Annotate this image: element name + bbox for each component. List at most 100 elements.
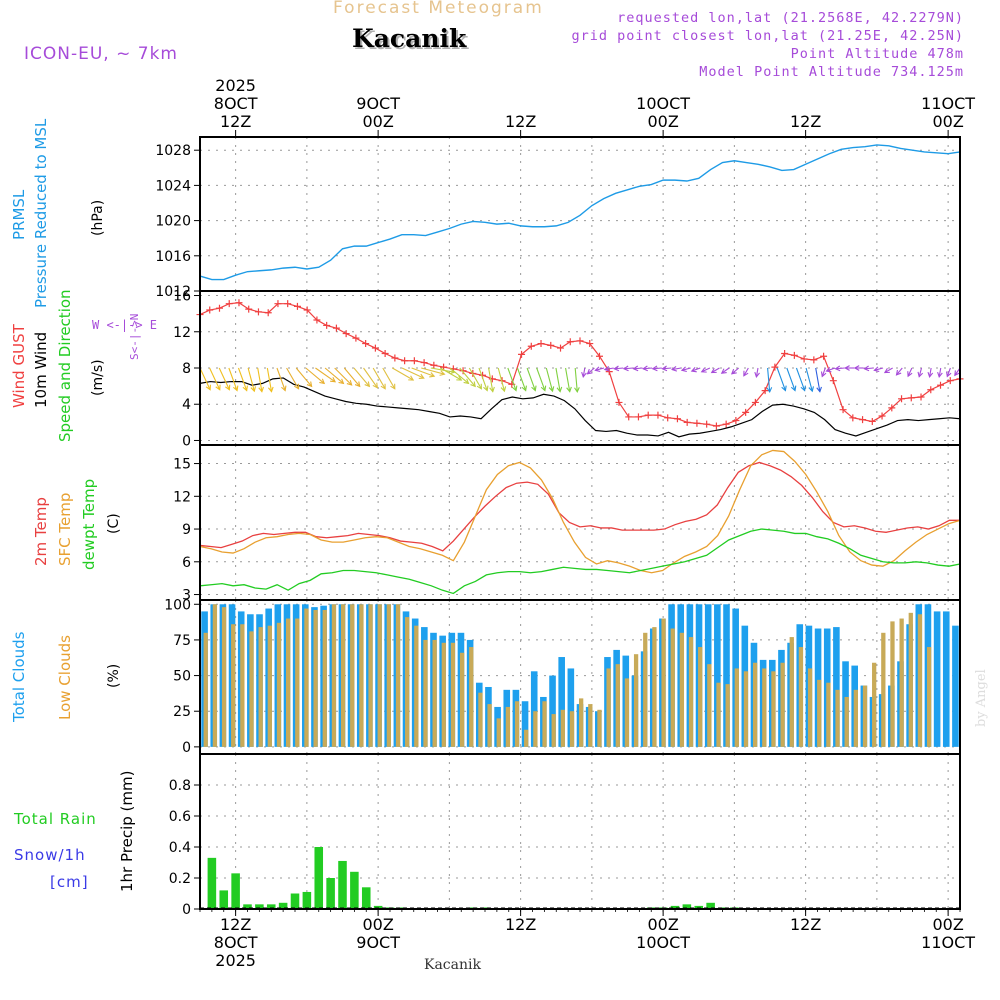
gust-marker [401,357,409,365]
wind-arrow [536,367,546,391]
dewpt-line [199,528,961,595]
low-clouds-bar [212,604,218,747]
wind-arrow [421,367,445,375]
wind-arrow [795,367,806,391]
low-clouds-bar [844,696,849,747]
rain-bar [207,857,217,909]
gust-marker [878,412,886,420]
total-clouds-bar [952,625,959,747]
t2m-line [199,461,960,552]
snow-unit: [cm] [50,873,89,891]
wind-arrow-head [954,370,960,377]
low-clouds-bar [807,668,813,747]
wind-arrow-head [346,380,353,386]
wind-arrow-head [511,385,518,392]
wind-arrow [372,367,386,390]
wind-arrow [218,367,230,390]
wind-arrow [711,367,720,373]
wind-arrow [767,367,771,392]
temperature-panel [194,444,961,601]
wind-arrow [363,367,378,388]
gust-marker [790,351,798,359]
gust-marker [820,352,828,360]
wind-arrow [247,367,255,392]
wind-arrow-head [540,385,547,392]
wind-arrow-head [418,373,425,380]
low-clouds-bar [688,637,694,747]
total-clouds-bar [521,701,529,747]
low-clouds-bar [359,604,364,747]
wind-arrow [276,367,286,391]
wind-arrow-head [408,375,415,381]
wind-arrow-head [671,366,678,372]
bottom-time-label: 8OCT [214,933,258,952]
bottom-time-label: 00Z [932,915,963,934]
low-clouds-bar [734,668,739,747]
gust-marker [664,414,672,422]
clouds-ytick-label: 50 [173,669,191,685]
low-clouds-bar [221,607,227,747]
gust-marker [849,414,857,422]
wind-arrow-head [354,381,361,388]
wind-arrow [672,367,682,371]
precip-ytick-label: 0.8 [169,778,191,794]
gust-marker [566,338,574,346]
low-clouds-bar [276,622,282,747]
low-clouds-bar [597,709,602,747]
rain-bar [231,873,240,909]
low-clouds-bar [661,618,666,747]
low-clouds-bar [386,604,392,747]
gust-marker [215,304,223,312]
pressure-ytick-label: 1020 [155,214,191,230]
wind-arrow-head [483,385,489,392]
rain-bar [290,893,300,909]
gust-marker [537,340,545,348]
gust-marker [235,299,243,307]
wind-arrow-head [907,371,913,378]
wind-arrow-head [581,371,587,378]
wind-arrow [786,367,796,391]
wind-arrow [721,367,730,374]
gust-marker [703,420,711,428]
top-time-label: 12Z [505,112,536,131]
low-clouds-bar [496,718,501,747]
wind-arrow-head [319,378,326,385]
gust-marker [898,395,906,403]
temperature-ytick-label: 15 [173,457,191,473]
wind-arrow [343,367,361,387]
top-time-label: 12Z [220,112,251,131]
wind-arrow-head [439,370,446,376]
low-clouds-bar [450,642,456,747]
pressure-ytick-label: 1028 [155,143,191,159]
temperature-ytick-label: 6 [182,555,191,571]
wind-arrow [459,367,476,387]
wind-arrow [595,367,605,371]
low-clouds-bar [322,609,327,747]
wind-arrow [815,367,821,392]
wind-arrow-head [306,381,313,388]
wind-arrow-head [651,365,658,372]
wind-arrow [392,367,414,381]
top-time-label: 00Z [932,112,963,131]
top-time-label: 00Z [647,112,678,131]
wind-arrow [604,367,614,371]
gust-marker [264,309,272,317]
wind-arrow-head [294,383,300,390]
wind-arrow [286,367,300,390]
low-clouds-bar [551,714,556,747]
gust-marker [381,350,389,358]
low-clouds-bar [231,624,236,747]
low-clouds-bar [643,632,648,747]
low-clouds-bar [331,604,337,747]
wind-arrow [623,367,633,370]
wind-panel [194,290,964,446]
wind-arrow-head [429,372,436,378]
rain-bar [314,847,324,909]
low-clouds-bar [670,628,675,747]
low-clouds-bar [414,625,419,747]
top-time-label: 10OCT [636,94,690,113]
total-clouds-bar [567,668,575,747]
wind-arrow-head [470,381,476,388]
wind-arrow [835,367,845,370]
rain-bar [266,904,276,909]
